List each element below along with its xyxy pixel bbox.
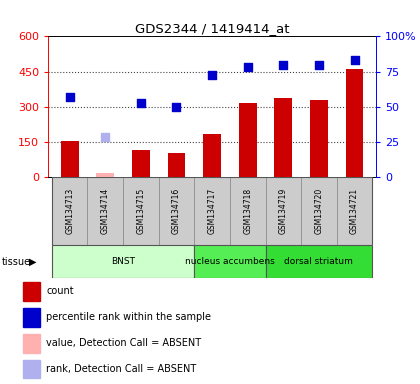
Text: nucleus accumbens: nucleus accumbens bbox=[185, 257, 275, 266]
Bar bbox=[52, 177, 87, 245]
Text: GSM134718: GSM134718 bbox=[243, 188, 252, 234]
Bar bbox=[194, 245, 265, 278]
Text: percentile rank within the sample: percentile rank within the sample bbox=[46, 312, 211, 322]
Text: GSM134713: GSM134713 bbox=[65, 188, 74, 234]
Text: GSM134717: GSM134717 bbox=[207, 188, 217, 234]
Text: GSM134716: GSM134716 bbox=[172, 188, 181, 234]
Bar bbox=[239, 103, 257, 177]
Text: GSM134721: GSM134721 bbox=[350, 188, 359, 234]
Bar bbox=[168, 153, 185, 177]
Bar bbox=[96, 173, 114, 177]
Point bbox=[66, 94, 73, 100]
Bar bbox=[159, 177, 194, 245]
Bar bbox=[194, 177, 230, 245]
Bar bbox=[310, 100, 328, 177]
Point bbox=[244, 65, 251, 71]
Bar bbox=[23, 308, 40, 327]
Text: ▶: ▶ bbox=[29, 257, 36, 266]
Bar bbox=[123, 177, 159, 245]
Bar bbox=[230, 177, 265, 245]
Point bbox=[209, 71, 215, 78]
Bar bbox=[52, 245, 194, 278]
Text: GSM134720: GSM134720 bbox=[315, 188, 323, 234]
Point bbox=[102, 134, 109, 140]
Text: GSM134715: GSM134715 bbox=[136, 188, 145, 234]
Point bbox=[280, 61, 287, 68]
Point bbox=[315, 61, 322, 68]
Bar bbox=[132, 151, 150, 177]
Point bbox=[137, 99, 144, 106]
Text: tissue: tissue bbox=[2, 257, 31, 266]
Bar bbox=[265, 245, 373, 278]
Bar bbox=[87, 177, 123, 245]
Bar bbox=[265, 177, 301, 245]
Text: GSM134714: GSM134714 bbox=[101, 188, 110, 234]
Title: GDS2344 / 1419414_at: GDS2344 / 1419414_at bbox=[135, 22, 289, 35]
Bar bbox=[61, 141, 79, 177]
Bar bbox=[23, 282, 40, 301]
Bar bbox=[337, 177, 373, 245]
Text: count: count bbox=[46, 286, 74, 296]
Text: value, Detection Call = ABSENT: value, Detection Call = ABSENT bbox=[46, 338, 201, 348]
Bar bbox=[23, 360, 40, 379]
Point bbox=[351, 57, 358, 63]
Bar bbox=[203, 134, 221, 177]
Point bbox=[173, 104, 180, 110]
Bar bbox=[346, 70, 363, 177]
Bar bbox=[23, 334, 40, 353]
Bar bbox=[274, 98, 292, 177]
Text: GSM134719: GSM134719 bbox=[279, 188, 288, 234]
Bar bbox=[301, 177, 337, 245]
Text: rank, Detection Call = ABSENT: rank, Detection Call = ABSENT bbox=[46, 364, 197, 374]
Text: dorsal striatum: dorsal striatum bbox=[284, 257, 353, 266]
Text: BNST: BNST bbox=[111, 257, 135, 266]
